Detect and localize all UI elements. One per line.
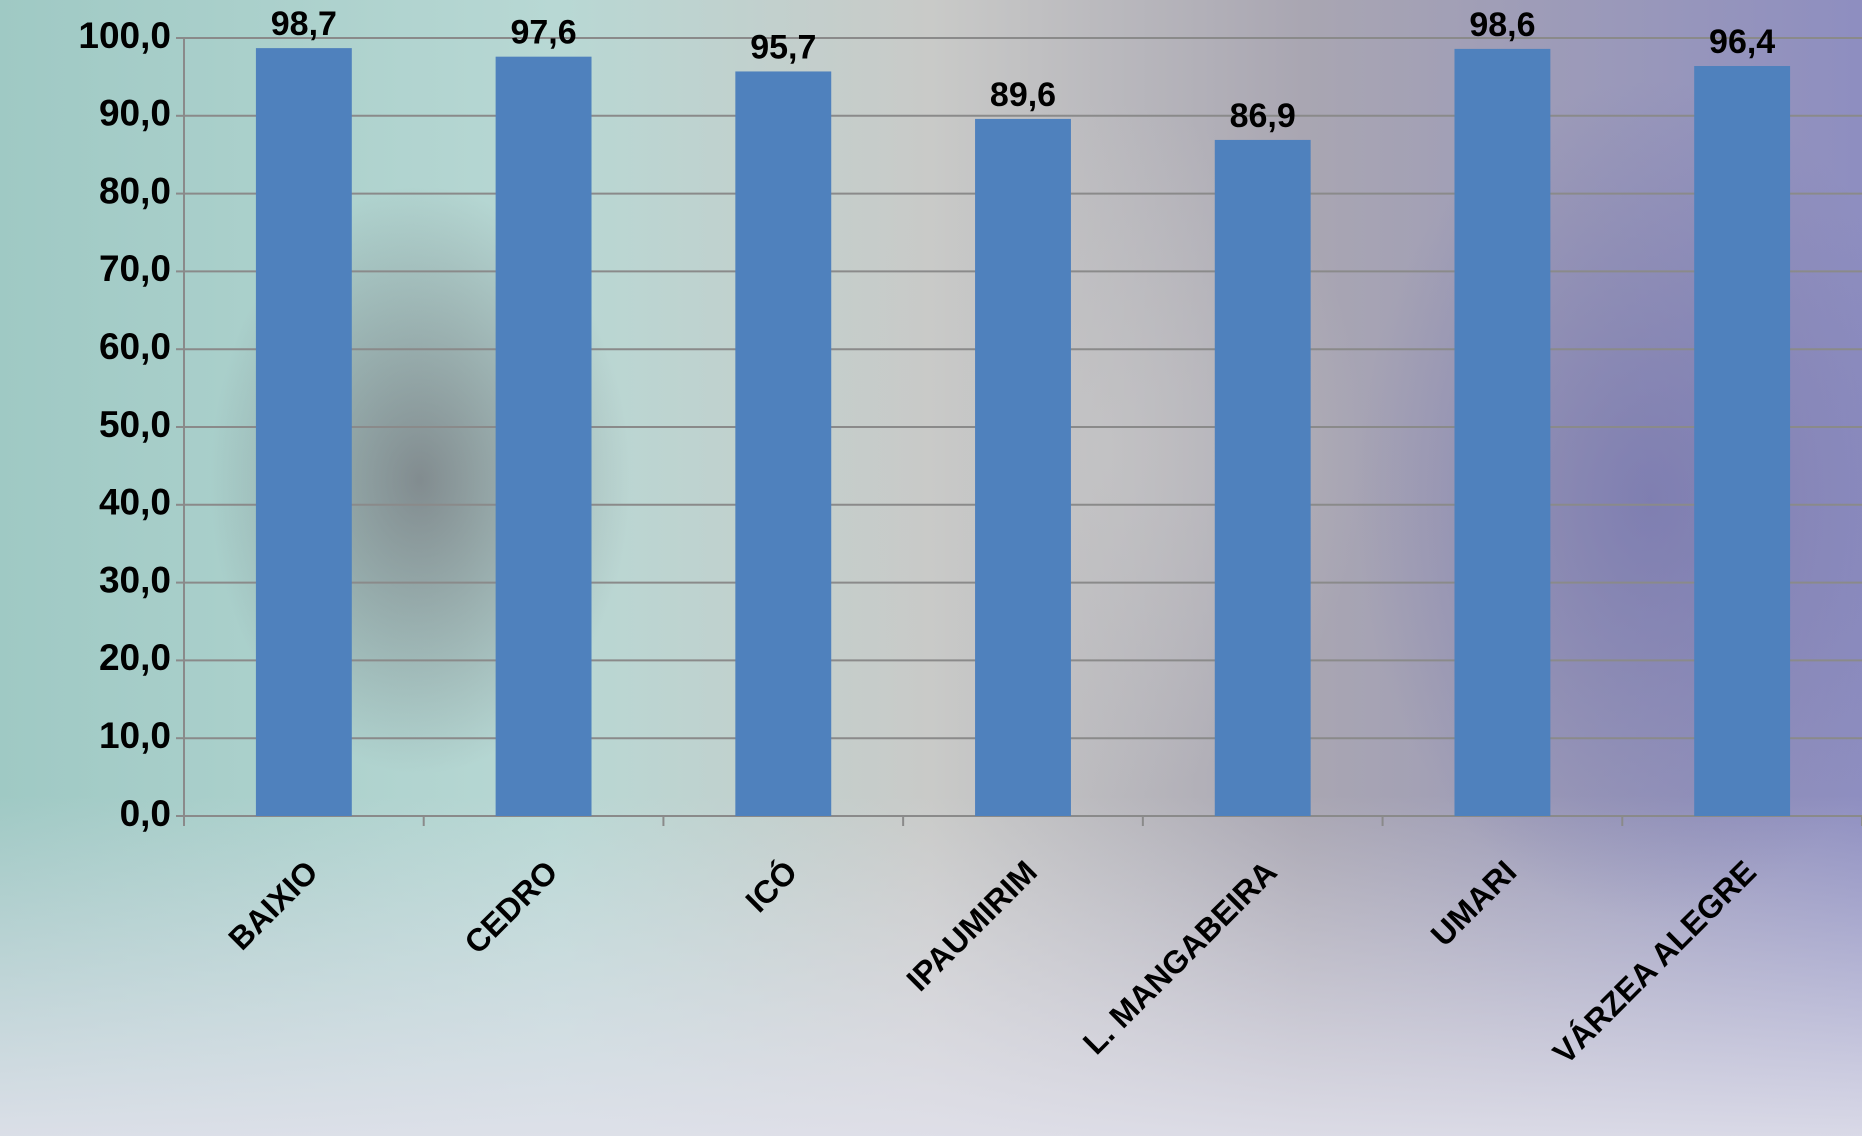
y-tick-label: 60,0 bbox=[99, 326, 171, 367]
bar bbox=[1454, 48, 1551, 817]
bar bbox=[1694, 66, 1791, 817]
value-label: 95,7 bbox=[750, 28, 816, 66]
bar bbox=[1214, 139, 1311, 817]
y-tick-label: 10,0 bbox=[99, 715, 171, 756]
y-tick-label: 50,0 bbox=[99, 404, 171, 445]
y-tick-label: 90,0 bbox=[99, 93, 171, 134]
bar bbox=[495, 56, 592, 817]
x-tick-label: CEDRO bbox=[457, 853, 564, 960]
x-tick-label: L. MANGABEIRA bbox=[1076, 853, 1284, 1061]
y-tick-label: 0,0 bbox=[120, 793, 171, 834]
y-tick-label: 20,0 bbox=[99, 637, 171, 678]
y-tick-label: 100,0 bbox=[78, 15, 171, 56]
value-label: 97,6 bbox=[510, 14, 576, 52]
bar bbox=[975, 118, 1071, 817]
y-tick-label: 80,0 bbox=[99, 170, 171, 211]
y-tick-label: 40,0 bbox=[99, 482, 171, 523]
x-tick-label: VÁRZEA ALEGRE bbox=[1546, 853, 1763, 1070]
x-tick-label: UMARI bbox=[1424, 853, 1524, 953]
value-label: 98,6 bbox=[1469, 6, 1535, 44]
y-tick-label: 30,0 bbox=[99, 559, 171, 600]
value-label: 89,6 bbox=[990, 76, 1056, 114]
bar bbox=[735, 71, 832, 817]
value-label: 98,7 bbox=[271, 5, 337, 43]
x-tick-label: ICÓ bbox=[739, 853, 805, 919]
bar bbox=[255, 48, 352, 816]
value-label: 96,4 bbox=[1709, 23, 1775, 61]
x-tick-label: BAIXIO bbox=[221, 853, 324, 956]
y-tick-label: 70,0 bbox=[99, 248, 171, 289]
x-tick-label: IPAUMIRIM bbox=[899, 853, 1043, 997]
value-label: 86,9 bbox=[1230, 97, 1296, 135]
